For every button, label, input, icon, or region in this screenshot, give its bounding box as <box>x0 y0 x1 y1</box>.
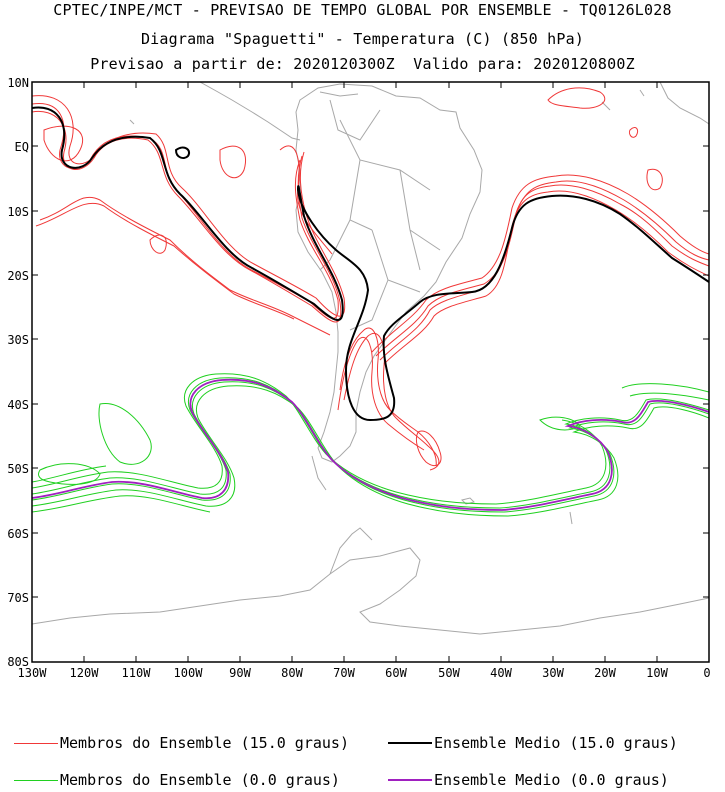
central-america-coast <box>199 82 359 141</box>
member-15-line <box>32 103 339 319</box>
lon-label: 60W <box>385 666 407 680</box>
member-0-line <box>32 465 211 513</box>
member-15-line <box>219 145 246 179</box>
lon-label: 70W <box>333 666 355 680</box>
legend-swatch-red <box>14 742 58 744</box>
legend-members-15: Membros do Ensemble (15.0 graus) <box>14 734 349 752</box>
legend-mean-0: Ensemble Medio (0.0 graus) <box>388 771 669 789</box>
antarctic-peninsula <box>329 527 373 575</box>
member-15-line <box>375 180 709 357</box>
member-15-line <box>415 430 442 467</box>
lat-labels: 10N EQ 10S 20S 30S 40S 50S 60S 70S 80S <box>7 76 29 669</box>
lon-label: 0 <box>703 666 710 680</box>
lat-label: 60S <box>7 527 29 541</box>
member-0-line <box>98 403 152 465</box>
member-15-line <box>339 327 437 467</box>
member-15-line <box>629 127 639 138</box>
member-15-line <box>32 110 342 323</box>
lat-label: 20S <box>7 269 29 283</box>
lon-label: 120W <box>70 666 100 680</box>
lon-label: 80W <box>281 666 303 680</box>
legend-label: Ensemble Medio (0.0 graus) <box>434 771 669 789</box>
member-15-line <box>383 190 709 365</box>
member-15-line <box>43 125 83 162</box>
lon-label: 110W <box>122 666 152 680</box>
legend-mean-15: Ensemble Medio (15.0 graus) <box>388 734 678 752</box>
title-line-1: CPTEC/INPE/MCT - PREVISAO DE TEMPO GLOBA… <box>53 1 672 19</box>
legend-label: Ensemble Medio (15.0 graus) <box>434 734 678 752</box>
member-0-line <box>32 381 709 513</box>
lat-label: EQ <box>15 140 29 154</box>
country-borders <box>319 99 441 331</box>
legend-members-0: Membros do Ensemble (0.0 graus) <box>14 771 340 789</box>
legend-label: Membros do Ensemble (0.0 graus) <box>60 771 340 789</box>
member-0-line <box>621 383 709 401</box>
member-15-line <box>149 234 167 254</box>
plot-frame <box>31 81 710 663</box>
member-15-line <box>343 333 440 471</box>
legend-swatch-black <box>388 742 432 744</box>
member-15-line <box>379 184 709 361</box>
member-0-line <box>32 385 709 517</box>
lon-labels: 130W 120W 110W 100W 90W 80W 70W 60W 50W … <box>18 666 711 680</box>
lat-label: 40S <box>7 398 29 412</box>
lon-label: 30W <box>542 666 564 680</box>
mean-0-line <box>32 378 709 511</box>
lat-label: 10S <box>7 205 29 219</box>
lat-label: 70S <box>7 591 29 605</box>
lat-label: 30S <box>7 333 29 347</box>
lon-label: 40W <box>490 666 512 680</box>
member-0-line <box>539 416 581 431</box>
member-15-line <box>35 202 295 320</box>
africa-coast <box>659 82 709 125</box>
mean-15-line <box>32 106 709 422</box>
member-15-line <box>371 174 709 353</box>
lon-label: 10W <box>646 666 668 680</box>
members-0-lines <box>32 373 709 517</box>
legend-label: Membros do Ensemble (15.0 graus) <box>60 734 349 752</box>
legend-swatch-green <box>14 779 58 781</box>
lat-label: 80S <box>7 655 29 669</box>
lat-axis <box>32 81 709 663</box>
antarctica-coast <box>32 547 709 635</box>
lon-label: 90W <box>229 666 251 680</box>
coastlines <box>32 82 709 635</box>
lon-axis <box>31 82 710 662</box>
legend-swatch-purple <box>388 779 432 781</box>
lat-label: 50S <box>7 462 29 476</box>
member-15-line <box>39 196 331 336</box>
south-america-coast <box>295 83 483 463</box>
lon-label: 50W <box>438 666 460 680</box>
lon-label: 100W <box>174 666 204 680</box>
member-15-line <box>337 337 425 451</box>
lon-label: 130W <box>18 666 48 680</box>
title-line-3: Previsao a partir de: 2020120300Z Valido… <box>90 55 635 73</box>
member-0-line <box>37 463 101 485</box>
lat-label: 10N <box>7 76 29 90</box>
members-15-lines <box>32 87 709 471</box>
lon-label: 20W <box>594 666 616 680</box>
member-0-line <box>32 377 709 509</box>
member-15-line <box>32 95 346 317</box>
title-line-2: Diagrama "Spaguetti" - Temperatura (C) (… <box>140 30 585 48</box>
member-15-line <box>646 168 663 191</box>
member-15-line <box>547 87 606 109</box>
